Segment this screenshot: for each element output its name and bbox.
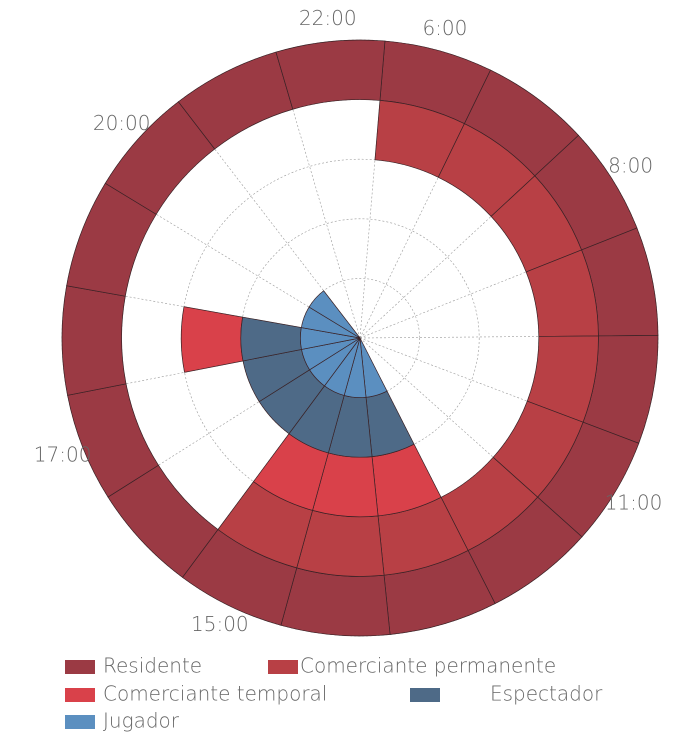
cell (275, 39, 386, 110)
cell (343, 278, 365, 281)
cell (404, 359, 416, 378)
cell (184, 372, 209, 434)
hour-label: 22:00 (299, 6, 357, 30)
cell (61, 285, 127, 396)
hour-label: 20:00 (93, 111, 151, 135)
cell (251, 166, 310, 197)
cell (412, 230, 448, 257)
legend-swatch (65, 688, 95, 702)
labels: 6:00 8:00 11:00 15:00 17:00 20:00 22:00 (34, 6, 663, 636)
legend-swatch (65, 660, 95, 674)
cells (61, 39, 659, 637)
cell (448, 380, 472, 418)
legend-swatch (65, 715, 95, 729)
cell (365, 390, 415, 457)
cell (403, 297, 416, 316)
cell (207, 196, 252, 246)
legend-label: Jugador (103, 709, 180, 733)
cell (414, 417, 449, 445)
cell (287, 223, 327, 244)
cell (242, 276, 259, 318)
hour-label: 8:00 (608, 154, 653, 178)
hour-label: 15:00 (191, 612, 249, 636)
cell (369, 219, 413, 231)
legend-label: Espectador (490, 682, 603, 706)
cell (386, 284, 404, 298)
legend-label: Comerciante permanente (300, 654, 556, 678)
cell (323, 280, 344, 291)
hour-label: 6:00 (422, 16, 467, 40)
legend: Residente Comerciante permanente Comercian… (65, 654, 603, 733)
legend-label: Comerciante temporal (103, 682, 327, 706)
grid-circle (240, 218, 480, 458)
legend-swatch (268, 660, 298, 674)
legend-label: Residente (103, 654, 202, 678)
cell (308, 290, 361, 339)
cell (180, 306, 244, 373)
hour-label: 17:00 (34, 443, 92, 467)
cell (415, 337, 420, 360)
legend-swatch (410, 688, 440, 702)
cell (364, 278, 387, 285)
cell (415, 315, 420, 338)
cell (208, 433, 254, 482)
cell (258, 243, 288, 277)
cell (471, 336, 480, 381)
cell (447, 256, 471, 294)
hour-label: 11:00 (605, 491, 663, 515)
cell (183, 245, 208, 307)
cell (280, 567, 391, 637)
cell (387, 377, 405, 392)
cell (470, 293, 480, 337)
